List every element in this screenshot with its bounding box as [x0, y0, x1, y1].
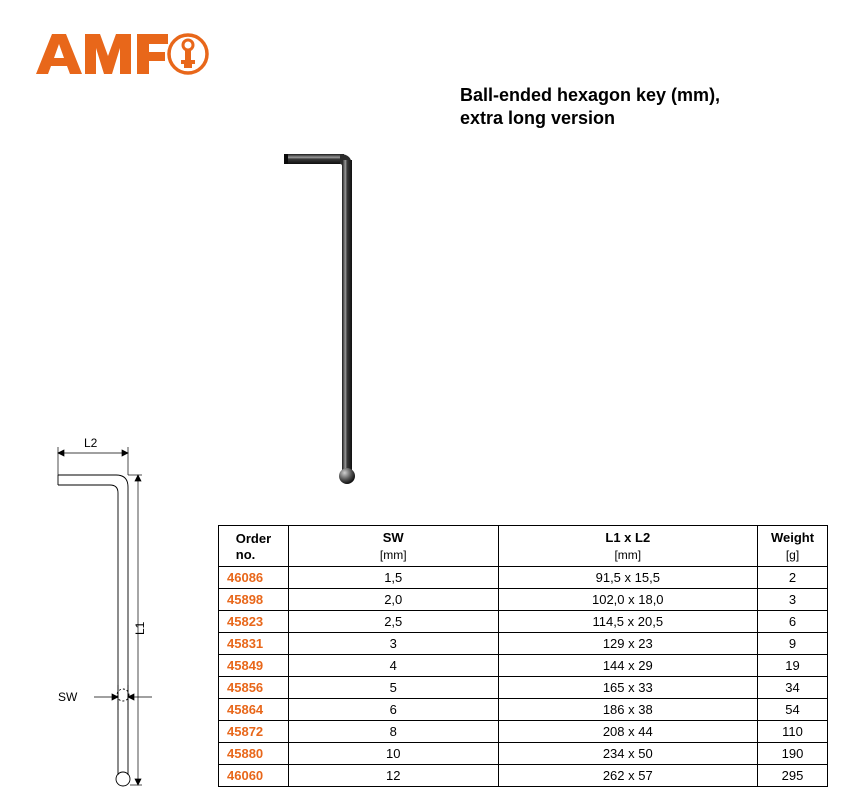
cell-sw: 4 [288, 654, 498, 676]
cell-l1l2: 129 x 23 [498, 632, 757, 654]
cell-sw: 8 [288, 720, 498, 742]
cell-l1l2: 208 x 44 [498, 720, 757, 742]
cell-order: 45872 [219, 720, 289, 742]
cell-weight: 54 [758, 698, 828, 720]
cell-sw: 1,5 [288, 566, 498, 588]
cell-l1l2: 102,0 x 18,0 [498, 588, 757, 610]
col-header-order: Order no. [219, 526, 289, 567]
cell-sw: 2,5 [288, 610, 498, 632]
cell-order: 45831 [219, 632, 289, 654]
cell-order: 45864 [219, 698, 289, 720]
cell-weight: 3 [758, 588, 828, 610]
table-row: 458728208 x 44110 [219, 720, 828, 742]
cell-weight: 9 [758, 632, 828, 654]
spec-table: Order no. SW L1 x L2 Weight [mm] [mm] [g… [218, 525, 828, 787]
brand-logo [30, 28, 210, 87]
cell-weight: 110 [758, 720, 828, 742]
technical-drawing: L2 L1 SW [24, 435, 174, 795]
dim-label-l2: L2 [84, 436, 98, 450]
cell-weight: 6 [758, 610, 828, 632]
product-photo [270, 140, 420, 490]
dim-label-l1: L1 [133, 621, 147, 635]
cell-order: 45849 [219, 654, 289, 676]
col-header-l1l2: L1 x L2 [498, 526, 757, 548]
cell-weight: 190 [758, 742, 828, 764]
table-row: 4606012262 x 57295 [219, 764, 828, 786]
table-row: 458232,5114,5 x 20,56 [219, 610, 828, 632]
table-row: 458565165 x 3334 [219, 676, 828, 698]
cell-order: 45880 [219, 742, 289, 764]
col-header-weight: Weight [758, 526, 828, 548]
cell-sw: 3 [288, 632, 498, 654]
cell-l1l2: 114,5 x 20,5 [498, 610, 757, 632]
cell-weight: 2 [758, 566, 828, 588]
amf-emblem-icon [169, 35, 207, 73]
cell-l1l2: 262 x 57 [498, 764, 757, 786]
cell-order: 45823 [219, 610, 289, 632]
cell-weight: 19 [758, 654, 828, 676]
product-title: Ball-ended hexagon key (mm), extra long … [460, 84, 720, 129]
col-unit-weight: [g] [758, 548, 828, 567]
amf-wordmark [36, 34, 168, 74]
table-row: 460861,591,5 x 15,52 [219, 566, 828, 588]
cell-l1l2: 91,5 x 15,5 [498, 566, 757, 588]
cell-sw: 12 [288, 764, 498, 786]
table-row: 458646186 x 3854 [219, 698, 828, 720]
cell-weight: 34 [758, 676, 828, 698]
cell-order: 46086 [219, 566, 289, 588]
cell-l1l2: 186 x 38 [498, 698, 757, 720]
cell-order: 45898 [219, 588, 289, 610]
table-row: 458982,0102,0 x 18,03 [219, 588, 828, 610]
cell-l1l2: 234 x 50 [498, 742, 757, 764]
table-row: 458313129 x 239 [219, 632, 828, 654]
cell-order: 46060 [219, 764, 289, 786]
cell-sw: 5 [288, 676, 498, 698]
title-line-2: extra long version [460, 108, 615, 128]
table-row: 458494144 x 2919 [219, 654, 828, 676]
cell-sw: 10 [288, 742, 498, 764]
cell-sw: 6 [288, 698, 498, 720]
col-unit-l1l2: [mm] [498, 548, 757, 567]
cell-sw: 2,0 [288, 588, 498, 610]
col-unit-sw: [mm] [288, 548, 498, 567]
cell-l1l2: 165 x 33 [498, 676, 757, 698]
cell-weight: 295 [758, 764, 828, 786]
cell-order: 45856 [219, 676, 289, 698]
dim-label-sw: SW [58, 690, 78, 704]
cell-l1l2: 144 x 29 [498, 654, 757, 676]
spec-table-body: 460861,591,5 x 15,52458982,0102,0 x 18,0… [219, 566, 828, 786]
table-row: 4588010234 x 50190 [219, 742, 828, 764]
title-line-1: Ball-ended hexagon key (mm), [460, 85, 720, 105]
col-header-sw: SW [288, 526, 498, 548]
